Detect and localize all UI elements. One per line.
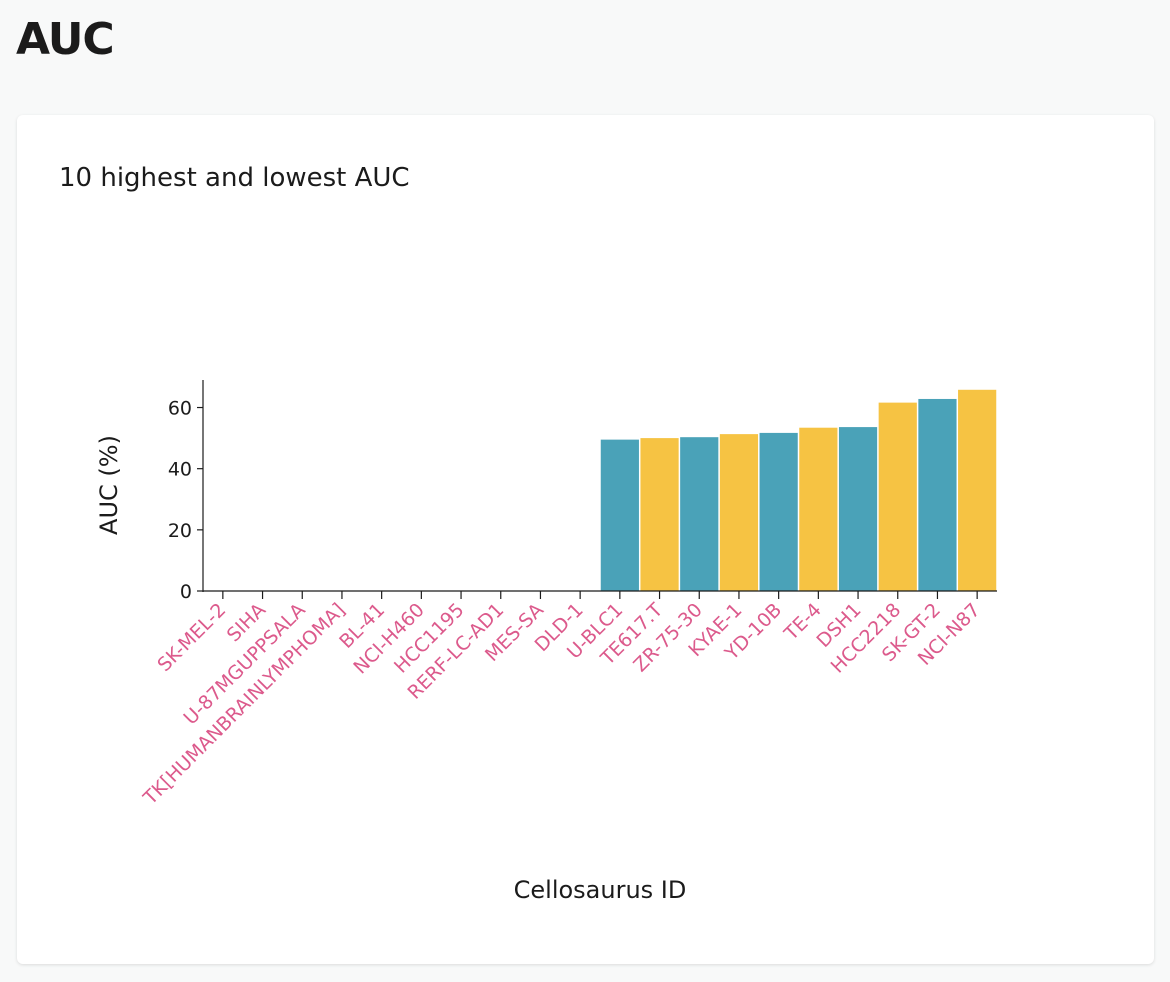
bars-group	[600, 389, 997, 591]
x-axis-title: Cellosaurus ID	[514, 876, 687, 904]
chart-title: 10 highest and lowest AUC	[59, 163, 410, 193]
bar-chart: 0204060SK-MEL-2SIHAU-87MGUPPSALATK[HUMAN…	[95, 380, 997, 904]
x-tick-label-sk-mel-2: SK-MEL-2	[153, 599, 230, 676]
y-tick-label-60: 60	[168, 398, 192, 420]
bar-zr-75-30	[680, 437, 719, 591]
bar-hcc2218	[878, 402, 917, 591]
chart-card: 10 highest and lowest AUC 0 20 40 60 SK-MEL-…	[17, 115, 1154, 964]
bar-te617-t	[640, 438, 679, 591]
bar-u-blc1	[600, 439, 639, 591]
y-axis-title: AUC (%)	[95, 435, 123, 535]
bar-sk-gt-2	[918, 398, 957, 591]
y-tick-label-40: 40	[168, 459, 192, 481]
bar-dsh1	[838, 427, 878, 591]
y-tick-label-20: 20	[168, 520, 192, 542]
bar-yd-10b	[759, 432, 798, 591]
axes-group	[197, 380, 997, 599]
bar-kyae-1	[719, 434, 759, 591]
page-heading: AUC	[16, 14, 115, 65]
bar-nci-n87	[958, 389, 997, 591]
y-tick-label-0: 0	[180, 581, 192, 603]
bar-te-4	[799, 427, 838, 591]
